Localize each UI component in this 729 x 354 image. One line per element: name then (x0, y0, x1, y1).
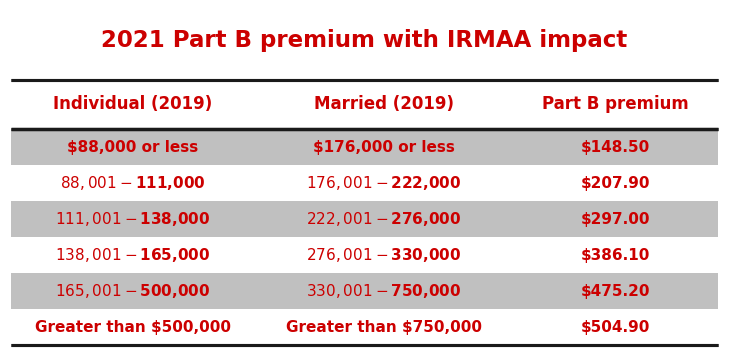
Bar (11, 237, 718, 273)
Text: $330,001 - $750,000: $330,001 - $750,000 (306, 282, 461, 300)
Text: $165,001 - $500,000: $165,001 - $500,000 (55, 282, 211, 300)
Text: $475.20: $475.20 (581, 284, 650, 299)
Text: $138,001 - $165,000: $138,001 - $165,000 (55, 246, 211, 264)
Text: $88,001 - $111,000: $88,001 - $111,000 (60, 174, 206, 192)
Text: $111,001 - $138,000: $111,001 - $138,000 (55, 210, 211, 228)
Bar (11, 309, 718, 345)
Text: $88,000 or less: $88,000 or less (67, 140, 198, 155)
Bar (11, 129, 718, 165)
Text: $148.50: $148.50 (581, 140, 650, 155)
Text: $276,001 - $330,000: $276,001 - $330,000 (306, 246, 461, 264)
Text: $176,001 - $222,000: $176,001 - $222,000 (306, 174, 461, 192)
Bar (11, 201, 718, 237)
Text: Married (2019): Married (2019) (314, 96, 454, 113)
Text: Part B premium: Part B premium (542, 96, 689, 113)
Bar (11, 165, 718, 201)
Text: $222,001 - $276,000: $222,001 - $276,000 (306, 210, 461, 228)
Text: 2021 Part B premium with IRMAA impact: 2021 Part B premium with IRMAA impact (101, 29, 628, 52)
Text: Individual (2019): Individual (2019) (53, 96, 213, 113)
Text: $504.90: $504.90 (581, 320, 650, 335)
Text: $176,000 or less: $176,000 or less (313, 140, 455, 155)
Text: $207.90: $207.90 (581, 176, 650, 191)
Text: $386.10: $386.10 (581, 248, 650, 263)
Text: $297.00: $297.00 (581, 212, 650, 227)
Bar (11, 273, 718, 309)
Text: Greater than $500,000: Greater than $500,000 (35, 320, 231, 335)
Text: Greater than $750,000: Greater than $750,000 (286, 320, 482, 335)
